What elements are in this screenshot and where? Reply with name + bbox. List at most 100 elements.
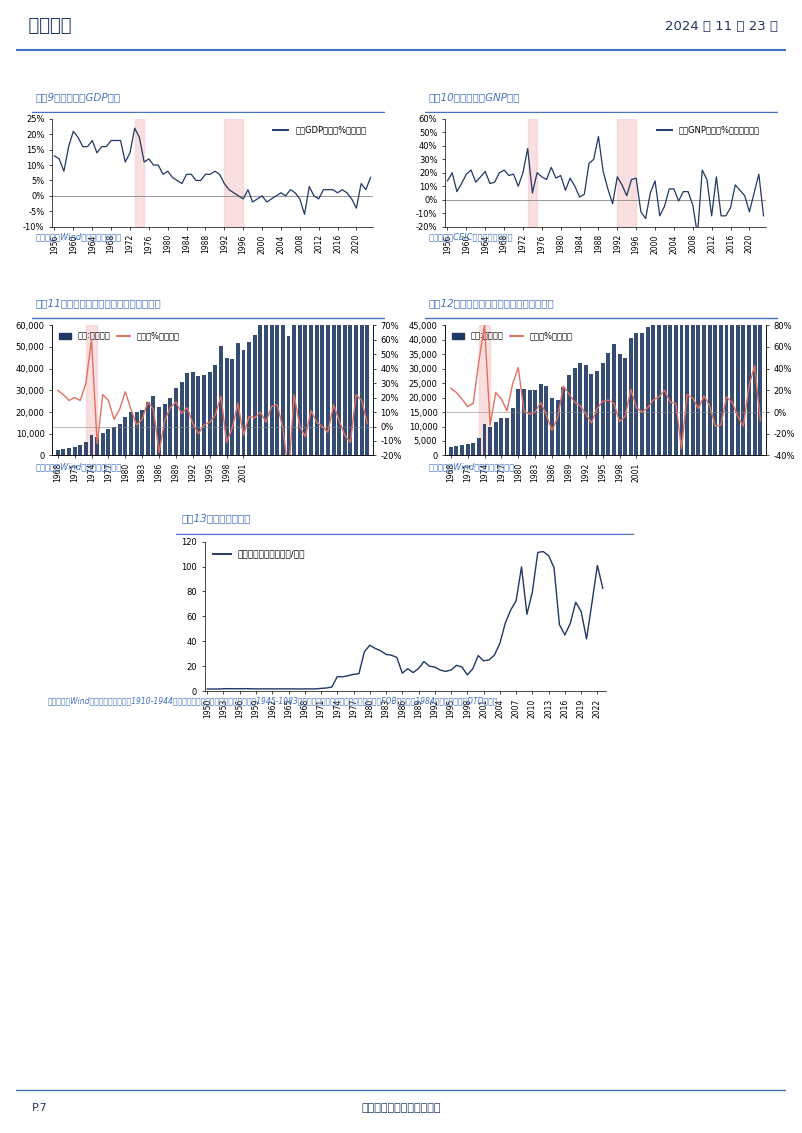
Bar [180, 382, 184, 455]
Bar [662, 261, 666, 455]
Bar [258, 323, 262, 455]
Bar [679, 305, 683, 455]
Bar [753, 108, 756, 455]
Bar [101, 433, 105, 455]
Legend: 日本:出口金额, 同比（%，右轴）: 日本:出口金额, 同比（%，右轴） [56, 330, 182, 343]
Text: 图袅9：日本名义GDP同比: 图袅9：日本名义GDP同比 [35, 92, 121, 102]
Bar [606, 352, 610, 455]
Bar [320, 301, 324, 455]
Bar [668, 244, 672, 455]
Bar [174, 389, 178, 455]
Bar [62, 449, 65, 455]
Bar [629, 338, 633, 455]
Bar [191, 372, 195, 455]
Bar [685, 280, 689, 455]
Bar [253, 334, 257, 455]
Text: 图衘10：日本名义GNP同比: 图衘10：日本名义GNP同比 [428, 92, 520, 102]
Bar [79, 445, 83, 455]
Bar [528, 119, 537, 227]
Bar [236, 343, 240, 455]
Bar [466, 444, 470, 455]
Bar [528, 390, 532, 455]
Text: 请仔细阅读本报告末页声明: 请仔细阅读本报告末页声明 [361, 1104, 441, 1114]
Text: 资料来源：CEIC，国盛证券研究所: 资料来源：CEIC，国盛证券研究所 [428, 232, 513, 241]
Bar [118, 424, 122, 455]
Bar [298, 310, 302, 455]
Bar [135, 412, 139, 455]
Bar [95, 437, 99, 455]
Bar [241, 350, 245, 455]
Bar [67, 448, 71, 455]
Bar [533, 390, 537, 455]
Bar [366, 238, 369, 455]
Bar [472, 443, 476, 455]
Bar [342, 290, 346, 455]
Bar [601, 363, 605, 455]
Bar [135, 119, 144, 227]
Legend: 日本GDP同比（%，现价）: 日本GDP同比（%，现价） [271, 123, 369, 137]
Bar [646, 327, 650, 455]
Bar [354, 275, 358, 455]
Bar [724, 238, 728, 455]
Bar [634, 333, 638, 455]
Bar [567, 375, 571, 455]
Bar [225, 358, 229, 455]
Bar [561, 387, 565, 455]
Bar [163, 404, 167, 455]
Bar [303, 321, 307, 455]
Bar [360, 242, 363, 455]
Text: 图衘13：名义原油价格: 图衘13：名义原油价格 [181, 513, 250, 523]
Bar [556, 400, 560, 455]
Bar [511, 408, 515, 455]
Bar [213, 365, 217, 455]
Text: 资料来源：Wind，国盛证券研究所（1910-1944年采用美国国内初次采购原油平均价格，1945-1983年采用阿拉伯轻质原油的塔斯拉惠商岐（FOB）牌价，1: 资料来源：Wind，国盛证券研究所（1910-1944年采用美国国内初次采购原油… [47, 697, 498, 706]
Bar [612, 344, 616, 455]
Bar [73, 446, 77, 455]
Bar [702, 221, 706, 455]
Bar [107, 428, 111, 455]
Bar [623, 358, 627, 455]
Bar [479, 325, 490, 455]
Bar [326, 308, 330, 455]
Bar [292, 310, 296, 455]
Bar [589, 374, 593, 455]
Bar [651, 313, 655, 455]
Bar [331, 287, 335, 455]
Bar [140, 410, 144, 455]
Text: 图衘12：日本进口金额及同比（十亿日元）: 图衘12：日本进口金额及同比（十亿日元） [428, 298, 554, 308]
Text: 国盛证券: 国盛证券 [16, 17, 71, 35]
Bar [247, 342, 251, 455]
Bar [230, 359, 234, 455]
Bar [483, 424, 487, 455]
Bar [202, 375, 206, 455]
Bar [146, 402, 150, 455]
Bar [741, 258, 745, 455]
Bar [281, 278, 285, 455]
Bar [759, 137, 762, 455]
Bar [618, 119, 636, 227]
Bar [640, 333, 644, 455]
Bar [730, 218, 734, 455]
Bar [348, 308, 352, 455]
Bar [578, 363, 582, 455]
Bar [185, 373, 189, 455]
Bar [152, 395, 156, 455]
Bar [314, 301, 318, 455]
Bar [455, 446, 458, 455]
Bar [129, 412, 133, 455]
Bar [505, 418, 509, 455]
Bar [595, 372, 599, 455]
Bar [747, 212, 751, 455]
Bar [719, 265, 723, 455]
Bar [696, 252, 700, 455]
Bar [545, 386, 549, 455]
Bar [269, 299, 273, 455]
Legend: 日本:进口金额, 同比（%，右轴）: 日本:进口金额, 同比（%，右轴） [449, 330, 575, 343]
Bar [275, 275, 279, 455]
Text: 2024 年 11 月 23 日: 2024 年 11 月 23 日 [666, 19, 778, 33]
Bar [196, 376, 200, 455]
Bar [90, 435, 94, 455]
Bar [494, 423, 498, 455]
Bar [84, 442, 88, 455]
Bar [713, 239, 717, 455]
